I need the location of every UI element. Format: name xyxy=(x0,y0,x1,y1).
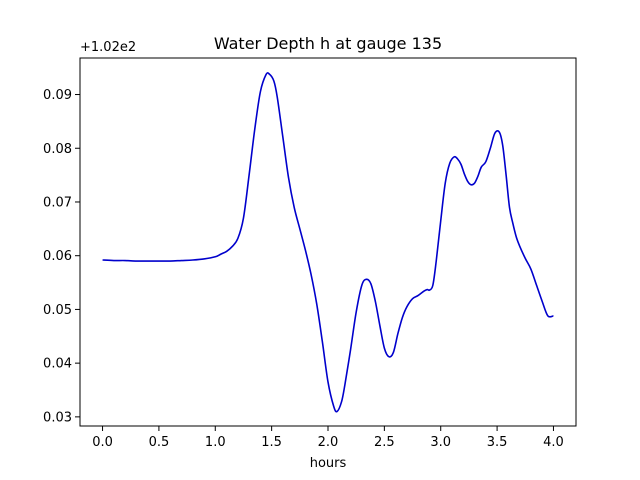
x-tick-label: 0.5 xyxy=(149,435,170,450)
y-tick-label: 0.04 xyxy=(43,357,72,372)
x-tick-label: 3.0 xyxy=(430,435,451,450)
x-tick-label: 1.5 xyxy=(261,435,282,450)
x-tick-label: 1.0 xyxy=(205,435,226,450)
y-tick-label: 0.06 xyxy=(43,249,72,264)
x-tick-label: 3.5 xyxy=(487,435,508,450)
y-tick-label: 0.08 xyxy=(43,142,72,157)
x-tick-label: 4.0 xyxy=(543,435,564,450)
series-layer xyxy=(102,72,554,413)
tick-layer: 0.0 0.5 1.0 1.5 2.0 2.5 3.0 3.5 4.0 0.03 0.04 0.05 0… xyxy=(43,88,564,450)
y-tick-label: 0.03 xyxy=(43,410,72,425)
chart-title: Water Depth h at gauge 135 xyxy=(214,34,442,53)
y-axis-offset-label: +1.02e2 xyxy=(80,40,136,55)
x-tick-label: 2.5 xyxy=(374,435,395,450)
y-tick-label: 0.07 xyxy=(43,195,72,210)
x-tick-label: 0.0 xyxy=(92,435,113,450)
x-tick-label: 2.0 xyxy=(318,435,339,450)
axes-frame xyxy=(79,57,577,427)
y-tick-label: 0.09 xyxy=(43,88,72,103)
series-line-0 xyxy=(102,72,554,413)
y-tick-label: 0.05 xyxy=(43,303,72,318)
x-axis-label: hours xyxy=(310,456,347,471)
